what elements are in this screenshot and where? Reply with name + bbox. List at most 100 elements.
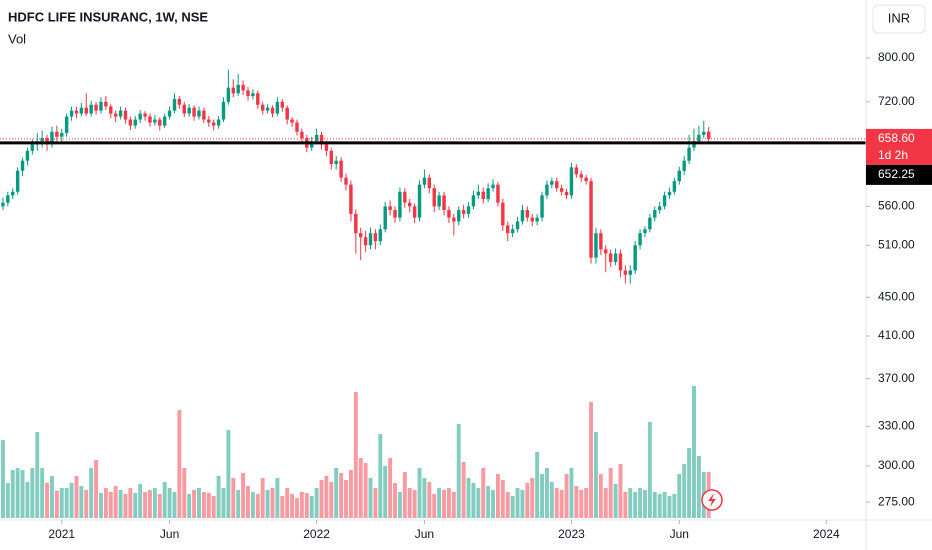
candle-body [15,170,20,192]
candle-body [128,119,133,126]
candle-body [251,93,255,97]
volume-bar [197,488,201,518]
candle-body [378,229,383,242]
volume-bar [123,494,128,518]
x-tick-label: Jun [415,527,434,541]
volume-bar [329,482,334,518]
volume-bar [187,494,192,518]
candle-body [466,206,471,214]
candle-body [50,131,54,145]
volume-bar [182,468,187,518]
candle-body [604,249,608,254]
volume-bar [226,430,231,518]
candle-body [697,134,701,142]
volume-bar [201,492,206,518]
volume-bar [216,476,221,518]
alert-icon[interactable] [701,489,723,511]
volume-bar [564,474,569,518]
candle-body [40,138,44,142]
volume-bar [344,480,348,518]
alert-bolt[interactable] [708,493,716,507]
volume-bar [206,493,211,518]
last-price-label: 658.60 [878,131,915,145]
candle-body [11,191,15,196]
candle-body [471,195,476,207]
candle-body [158,119,162,126]
candle-body [138,113,142,120]
x-tick-label: 2022 [303,527,330,541]
currency-button[interactable] [872,4,926,34]
volume-bar [535,452,540,518]
candle-body [1,202,5,207]
candle-body [564,191,569,196]
countdown-label: 1d 2h [878,148,908,162]
candle-body [653,210,657,218]
volume-bar [393,483,397,518]
candle-body [79,107,84,114]
candle-body [172,98,177,111]
volume-bar [339,473,344,518]
candle-body [143,113,147,117]
candle-body [427,177,432,189]
x-tick-label: 2024 [813,527,840,541]
volume-bar [10,470,15,518]
y-tick-label: 300.00 [878,458,915,472]
x-tick-label: 2021 [48,527,75,541]
volume-bar [554,488,559,518]
candle-body [192,107,196,117]
candle-body [417,184,422,218]
volume-bar [79,486,84,518]
candle-body [628,270,632,275]
candle-body [496,184,500,203]
volume-bar [682,464,687,518]
volume-bar [598,474,603,518]
candle-body [354,213,358,234]
volume-bar [108,492,113,518]
volume-bar [45,483,50,518]
volume-bar [64,488,69,518]
volume-bar [162,482,167,518]
volume-bar [35,432,40,518]
candle-body [422,177,427,185]
volume-bar [309,496,314,518]
candle-body [432,188,436,207]
candle-body [231,87,236,94]
volume-bar [422,478,427,518]
volume-bar [260,478,265,518]
volume-bar [696,456,701,518]
candle-body [300,131,304,139]
volume-bar [0,440,5,518]
candle-body [461,210,466,214]
last-price-box [866,128,932,165]
volume-bar [618,464,623,518]
candle-body [30,144,35,151]
volume-bar [525,483,530,518]
candle-body [118,110,123,117]
candle-body [25,150,30,161]
candle-body [476,191,481,196]
volume-bar [388,458,393,518]
volume-bar [143,492,148,518]
volume-bar [348,470,353,518]
volume-bar [407,488,412,518]
candle-body [104,101,108,107]
candle-body [207,119,211,123]
candle-body [236,84,240,94]
candle-body [687,147,691,161]
candle-body [520,210,525,222]
candle-body [373,233,378,242]
y-tick-label: 410.00 [878,328,915,342]
volume-bar [603,488,608,518]
volume-bar [49,476,54,518]
candle-body [20,160,25,171]
volume-bar [69,483,74,518]
candle-body [398,191,402,218]
candle-body [672,181,677,192]
candle-body [515,221,520,230]
volume-bar [657,494,662,518]
volume-bar [687,448,692,518]
volume-title: Vol [8,31,26,46]
candle-body [452,217,456,222]
hline-price-box [866,164,932,185]
currency-label[interactable]: INR [888,10,910,25]
